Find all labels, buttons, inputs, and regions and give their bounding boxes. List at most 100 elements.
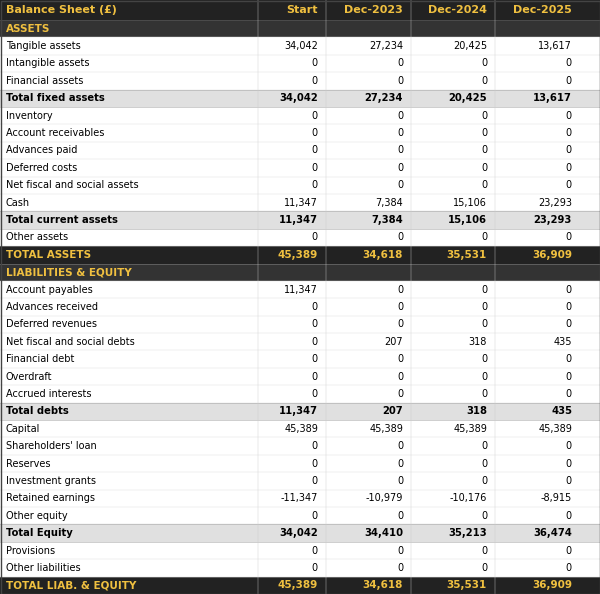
Text: 0: 0 bbox=[397, 146, 403, 156]
Text: 0: 0 bbox=[481, 58, 487, 68]
Text: LIABILITIES & EQUITY: LIABILITIES & EQUITY bbox=[6, 267, 132, 277]
Text: 0: 0 bbox=[312, 354, 318, 364]
Text: 0: 0 bbox=[481, 110, 487, 121]
Bar bbox=[0, 368, 600, 386]
Text: 23,293: 23,293 bbox=[534, 215, 572, 225]
Text: 0: 0 bbox=[397, 76, 403, 86]
Bar bbox=[0, 211, 600, 229]
Bar bbox=[0, 159, 600, 176]
Bar bbox=[0, 472, 600, 489]
Text: Shareholders' loan: Shareholders' loan bbox=[6, 441, 97, 451]
Text: Investment grants: Investment grants bbox=[6, 476, 96, 486]
Text: 23,293: 23,293 bbox=[538, 198, 572, 208]
Bar bbox=[0, 246, 600, 264]
Text: 0: 0 bbox=[566, 285, 572, 295]
Text: Intangible assets: Intangible assets bbox=[6, 58, 89, 68]
Text: 13,617: 13,617 bbox=[538, 41, 572, 51]
Text: 0: 0 bbox=[397, 232, 403, 242]
Text: Balance Sheet (£): Balance Sheet (£) bbox=[6, 5, 117, 15]
Text: Inventory: Inventory bbox=[6, 110, 53, 121]
Text: 0: 0 bbox=[566, 76, 572, 86]
Text: 0: 0 bbox=[397, 320, 403, 330]
Text: 0: 0 bbox=[566, 441, 572, 451]
Text: 34,042: 34,042 bbox=[284, 41, 318, 51]
Bar bbox=[0, 350, 600, 368]
Text: Total Equity: Total Equity bbox=[6, 528, 73, 538]
Bar bbox=[0, 176, 600, 194]
Text: 34,042: 34,042 bbox=[279, 93, 318, 103]
Text: 35,531: 35,531 bbox=[447, 580, 487, 590]
Text: Dec-2024: Dec-2024 bbox=[428, 5, 487, 15]
Text: Reserves: Reserves bbox=[6, 459, 50, 469]
Bar bbox=[0, 542, 600, 559]
Bar bbox=[0, 420, 600, 437]
Text: 0: 0 bbox=[312, 511, 318, 521]
Text: 11,347: 11,347 bbox=[284, 285, 318, 295]
Text: 20,425: 20,425 bbox=[453, 41, 487, 51]
Text: 0: 0 bbox=[566, 232, 572, 242]
Text: 45,389: 45,389 bbox=[453, 424, 487, 434]
Text: 0: 0 bbox=[397, 511, 403, 521]
Text: 20,425: 20,425 bbox=[448, 93, 487, 103]
Text: 0: 0 bbox=[481, 441, 487, 451]
Bar bbox=[0, 507, 600, 525]
Bar bbox=[0, 142, 600, 159]
Text: 0: 0 bbox=[397, 128, 403, 138]
Text: 0: 0 bbox=[397, 163, 403, 173]
Text: 0: 0 bbox=[481, 545, 487, 555]
Text: 35,531: 35,531 bbox=[447, 250, 487, 260]
Text: 11,347: 11,347 bbox=[279, 215, 318, 225]
Text: 0: 0 bbox=[566, 389, 572, 399]
Text: 0: 0 bbox=[397, 110, 403, 121]
Text: 34,042: 34,042 bbox=[279, 528, 318, 538]
Text: 0: 0 bbox=[566, 320, 572, 330]
Text: 0: 0 bbox=[312, 128, 318, 138]
Text: -10,176: -10,176 bbox=[449, 494, 487, 503]
Bar bbox=[0, 577, 600, 594]
Text: Account receivables: Account receivables bbox=[6, 128, 104, 138]
Text: 0: 0 bbox=[312, 372, 318, 381]
Text: Net fiscal and social debts: Net fiscal and social debts bbox=[6, 337, 135, 347]
Text: 0: 0 bbox=[481, 163, 487, 173]
Text: 0: 0 bbox=[481, 389, 487, 399]
Text: 11,347: 11,347 bbox=[279, 406, 318, 416]
Text: 0: 0 bbox=[397, 354, 403, 364]
Text: 0: 0 bbox=[566, 511, 572, 521]
Bar bbox=[0, 194, 600, 211]
Text: 0: 0 bbox=[566, 563, 572, 573]
Text: 0: 0 bbox=[397, 459, 403, 469]
Bar bbox=[0, 298, 600, 315]
Text: 27,234: 27,234 bbox=[369, 41, 403, 51]
Text: ASSETS: ASSETS bbox=[6, 24, 50, 34]
Text: 36,909: 36,909 bbox=[532, 580, 572, 590]
Text: 0: 0 bbox=[312, 146, 318, 156]
Text: 0: 0 bbox=[566, 180, 572, 190]
Bar bbox=[0, 37, 600, 55]
Text: 13,617: 13,617 bbox=[533, 93, 572, 103]
Text: 0: 0 bbox=[481, 76, 487, 86]
Bar bbox=[0, 489, 600, 507]
Text: 15,106: 15,106 bbox=[448, 215, 487, 225]
Text: 11,347: 11,347 bbox=[284, 198, 318, 208]
Text: 0: 0 bbox=[397, 372, 403, 381]
Text: Capital: Capital bbox=[6, 424, 40, 434]
Bar bbox=[0, 333, 600, 350]
Bar bbox=[0, 315, 600, 333]
Text: 0: 0 bbox=[312, 337, 318, 347]
Text: 207: 207 bbox=[385, 337, 403, 347]
Text: Total debts: Total debts bbox=[6, 406, 69, 416]
Text: 0: 0 bbox=[566, 58, 572, 68]
Text: 0: 0 bbox=[481, 511, 487, 521]
Text: 0: 0 bbox=[566, 354, 572, 364]
Bar bbox=[0, 455, 600, 472]
Bar bbox=[0, 525, 600, 542]
Text: 45,389: 45,389 bbox=[278, 250, 318, 260]
Text: Cash: Cash bbox=[6, 198, 30, 208]
Text: 0: 0 bbox=[481, 476, 487, 486]
Text: 0: 0 bbox=[481, 320, 487, 330]
Bar bbox=[0, 55, 600, 72]
Bar bbox=[0, 72, 600, 90]
Bar bbox=[0, 124, 600, 142]
Text: 36,474: 36,474 bbox=[533, 528, 572, 538]
Bar bbox=[0, 90, 600, 107]
